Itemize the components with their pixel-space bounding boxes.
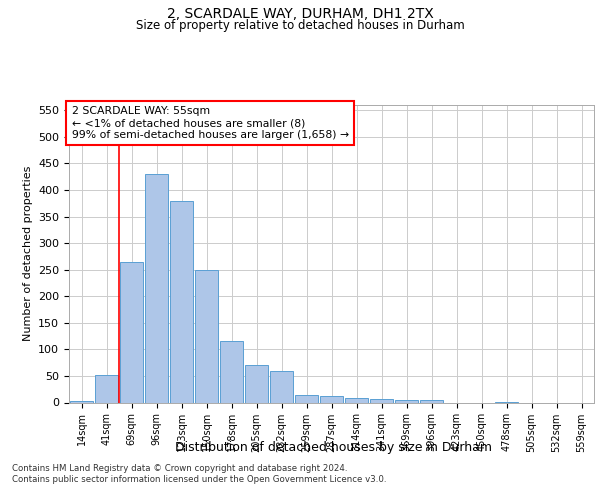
Text: Contains public sector information licensed under the Open Government Licence v3: Contains public sector information licen… <box>12 475 386 484</box>
Text: 2 SCARDALE WAY: 55sqm
← <1% of detached houses are smaller (8)
99% of semi-detac: 2 SCARDALE WAY: 55sqm ← <1% of detached … <box>71 106 349 140</box>
Bar <box>245 366 268 403</box>
Bar <box>195 270 218 402</box>
Bar <box>220 342 243 402</box>
Text: 2, SCARDALE WAY, DURHAM, DH1 2TX: 2, SCARDALE WAY, DURHAM, DH1 2TX <box>167 8 433 22</box>
Bar <box>145 174 168 402</box>
Bar <box>120 262 143 402</box>
Bar <box>95 375 118 402</box>
Bar <box>420 400 443 402</box>
Text: Distribution of detached houses by size in Durham: Distribution of detached houses by size … <box>175 441 491 454</box>
Bar <box>320 396 343 402</box>
Bar <box>370 399 393 402</box>
Text: Contains HM Land Registry data © Crown copyright and database right 2024.: Contains HM Land Registry data © Crown c… <box>12 464 347 473</box>
Bar <box>295 394 318 402</box>
Bar <box>170 200 193 402</box>
Bar <box>395 400 418 402</box>
Bar <box>70 401 93 402</box>
Bar <box>270 370 293 402</box>
Bar <box>345 398 368 402</box>
Text: Size of property relative to detached houses in Durham: Size of property relative to detached ho… <box>136 18 464 32</box>
Y-axis label: Number of detached properties: Number of detached properties <box>23 166 32 342</box>
